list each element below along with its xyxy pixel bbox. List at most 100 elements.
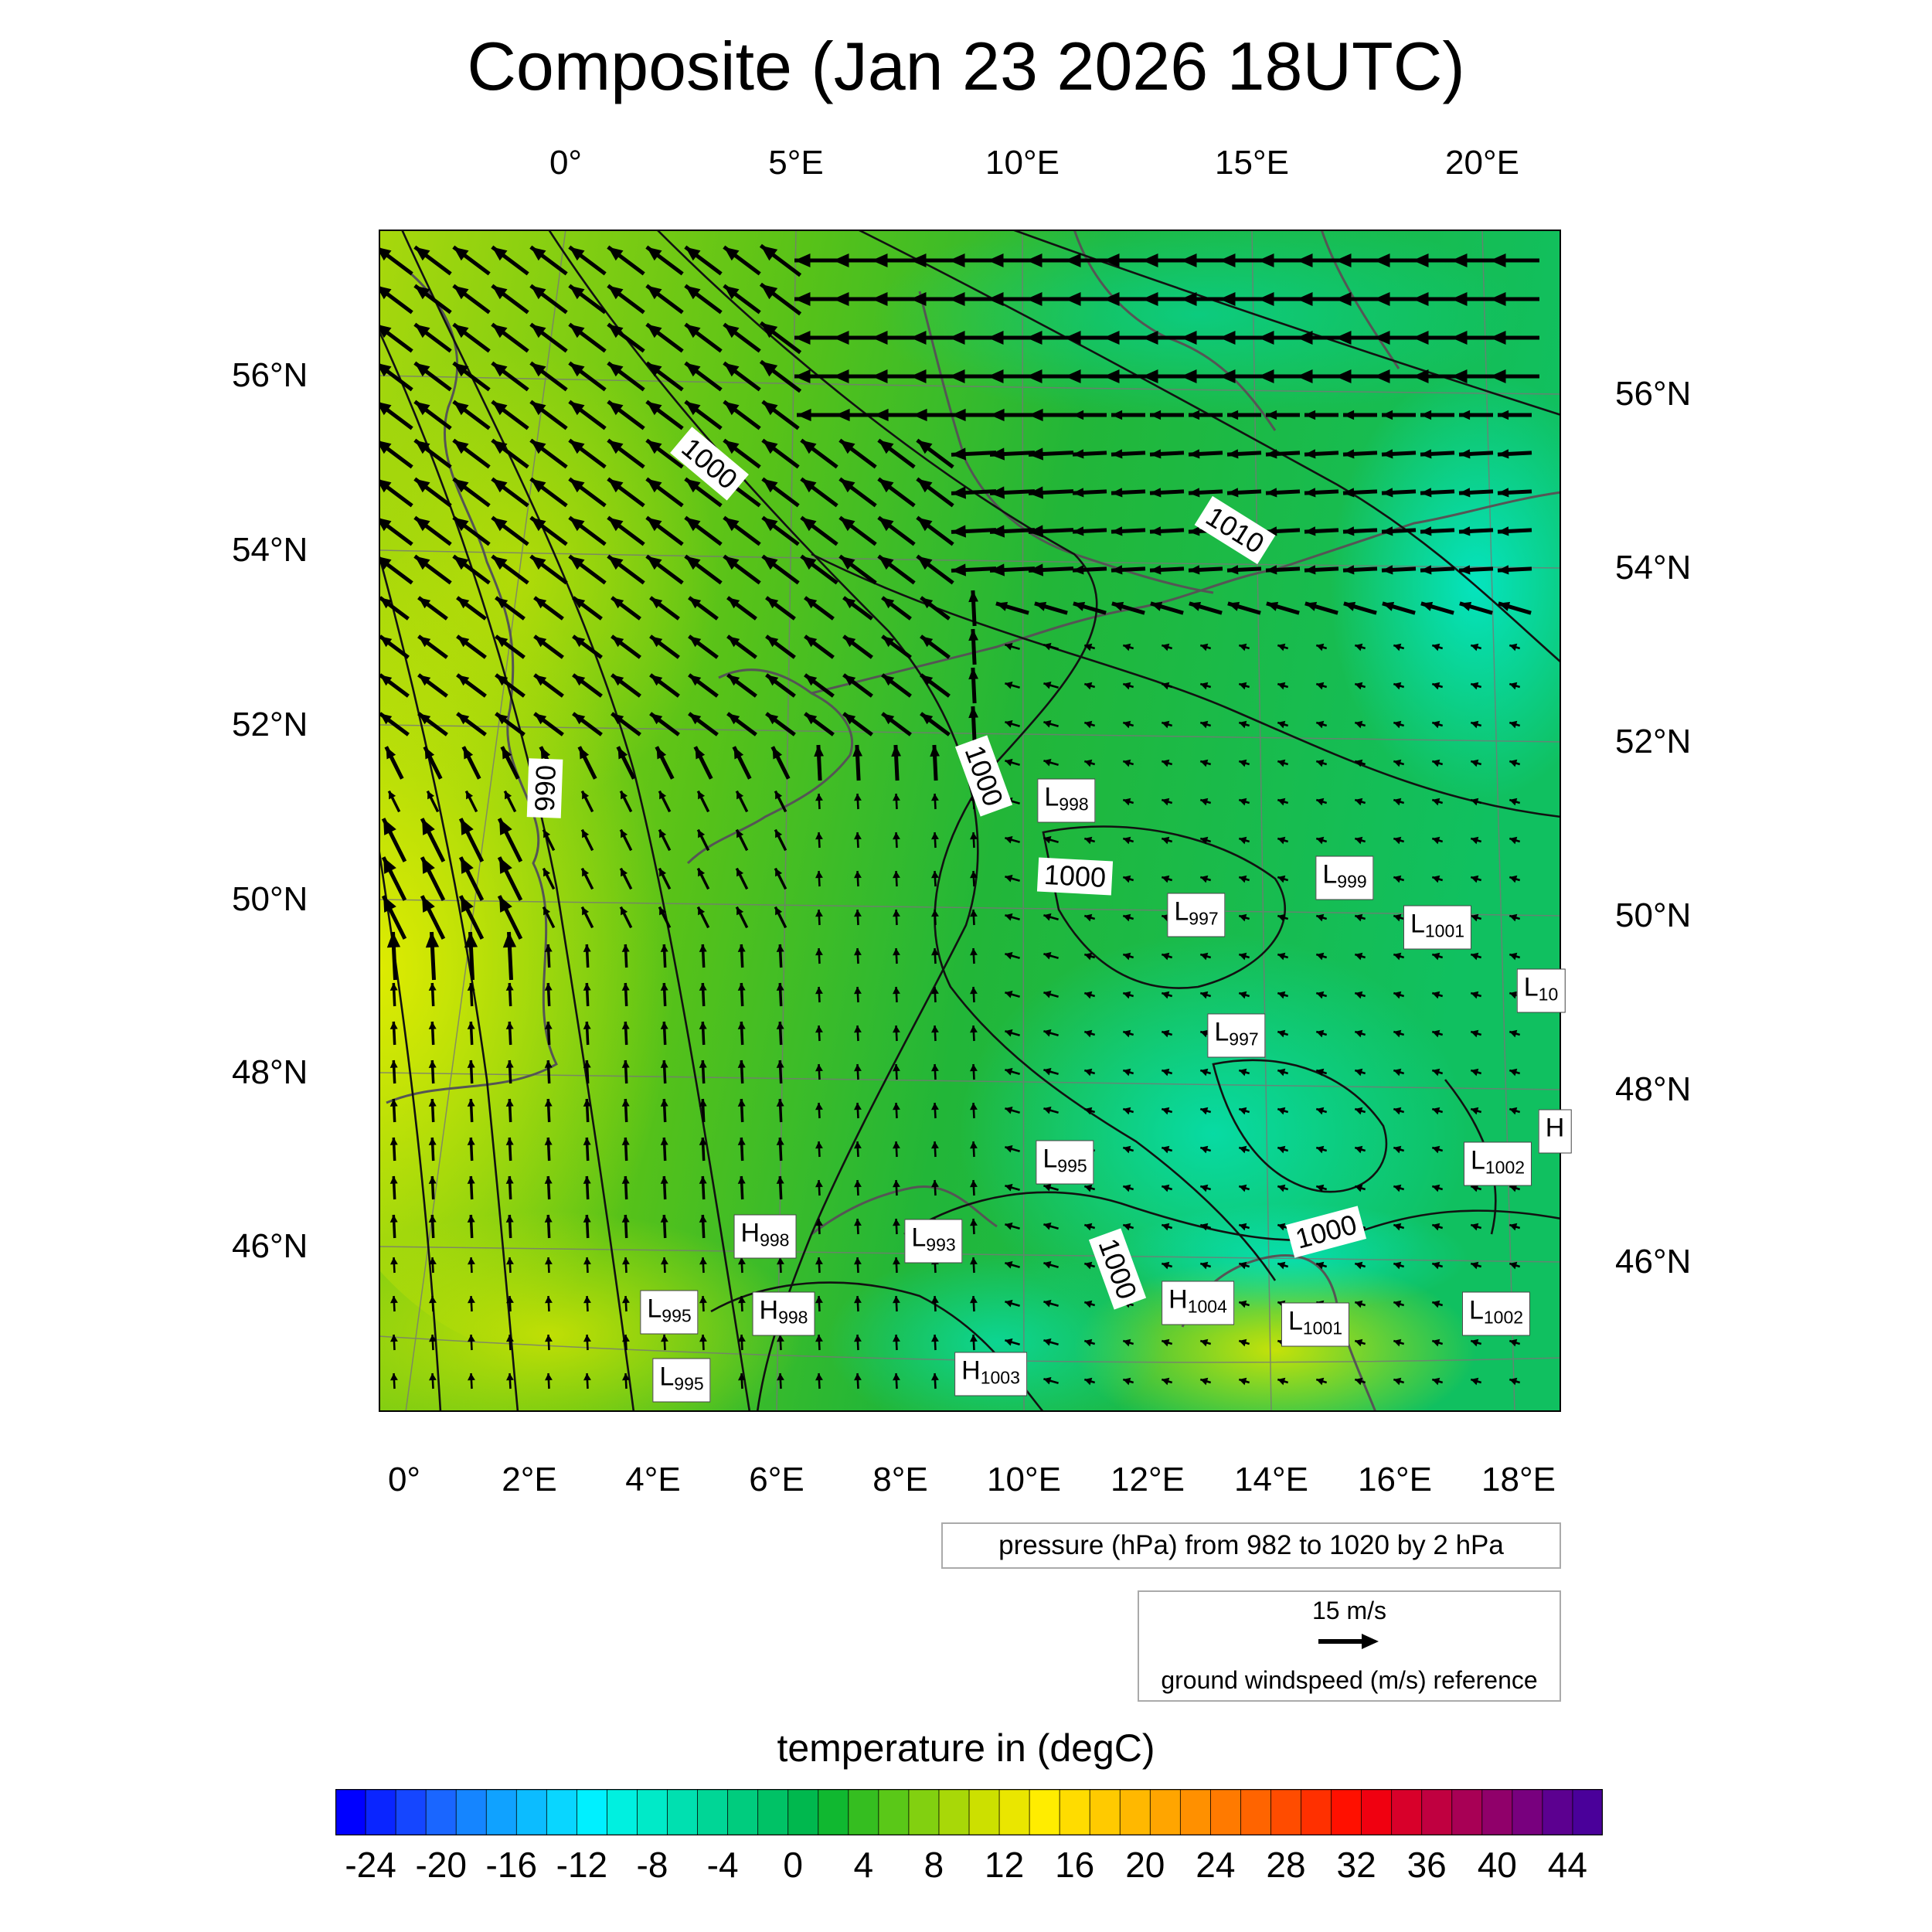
wind-arrow-head — [569, 401, 585, 416]
pressure-center-label: H998 — [752, 1291, 815, 1336]
wind-arrow-head — [1123, 1029, 1131, 1038]
wind-arrow-head — [968, 590, 978, 603]
wind-arrow-head — [1123, 720, 1131, 729]
wind-arrow-head — [379, 713, 393, 725]
wind-arrow-head — [1227, 488, 1239, 498]
wind-arrow-head — [611, 597, 624, 609]
wind-arrow-head — [582, 906, 590, 916]
wind-arrow-head — [1239, 682, 1247, 690]
pressure-center-label: L993 — [904, 1219, 963, 1264]
wind-arrow-head — [1343, 410, 1355, 420]
wind-arrow-head — [1277, 798, 1286, 806]
wind-arrow-head — [467, 1022, 475, 1029]
wind-arrow-head — [379, 325, 392, 338]
wind-arrow-head — [1104, 253, 1120, 267]
wind-arrow-head — [1266, 488, 1277, 498]
wind-arrow-head — [650, 675, 663, 686]
wind-arrow-head — [1200, 952, 1209, 961]
wind-arrow-head — [544, 1099, 553, 1107]
wind-arrow-head — [1181, 369, 1197, 383]
wind-arrow-head — [1005, 874, 1013, 883]
wind-arrow-head — [1239, 913, 1247, 922]
wind-arrow-head — [685, 247, 701, 261]
wind-arrow-head — [422, 896, 435, 913]
wind-arrow-head — [1162, 991, 1170, 999]
wind-arrow-head — [1355, 1184, 1363, 1192]
wind-arrow-head — [1200, 1184, 1209, 1192]
wind-arrow-head — [1239, 759, 1247, 767]
wind-arrow-head — [583, 1060, 591, 1068]
wind-arrow-head — [891, 745, 901, 757]
wind-arrow-head — [495, 713, 509, 725]
wind-arrow-head — [1005, 1299, 1013, 1308]
wind-arrow-head — [1073, 565, 1084, 575]
wind-arrow-head — [506, 1335, 514, 1342]
wind-arrow-head — [1343, 601, 1356, 611]
wind-arrow-head — [1432, 798, 1440, 806]
pressure-center-label: L995 — [640, 1290, 699, 1335]
wind-arrow-head — [1162, 759, 1170, 767]
wind-arrow-head — [583, 1335, 591, 1342]
colorbar-swatch — [1421, 1789, 1453, 1835]
wind-arrow-head — [931, 794, 939, 801]
wind-arrow-head — [1393, 1184, 1402, 1192]
wind-arrow-head — [723, 247, 740, 261]
wind-arrow-head — [582, 791, 590, 800]
wind-arrow-head — [1123, 836, 1131, 845]
wind-arrow-head — [804, 636, 818, 648]
wind-arrow-head — [659, 829, 667, 838]
left-lat-label: 52°N — [232, 706, 308, 743]
colorbar-swatch — [1240, 1789, 1272, 1835]
wind-arrow-head — [428, 1215, 437, 1223]
wind-arrow-head — [579, 747, 590, 760]
wind-arrow-head — [1382, 449, 1393, 459]
wind-arrow-head — [1005, 758, 1013, 767]
wind-arrow-head — [723, 324, 740, 338]
colorbar-swatch — [515, 1789, 548, 1835]
wind-arrow-head — [1355, 1068, 1363, 1077]
wind-arrow-head — [1459, 449, 1471, 459]
wind-arrow-head — [893, 910, 900, 917]
wind-arrow-head — [723, 517, 740, 532]
wind-arrow-head — [1343, 449, 1355, 459]
wind-arrow-head — [1005, 1183, 1013, 1192]
wind-arrow-head — [949, 292, 965, 306]
wind-arrow-head — [1297, 253, 1313, 267]
wind-arrow-head — [776, 1176, 784, 1184]
wind-arrow-head — [457, 636, 470, 648]
wind-arrow-head — [1471, 798, 1479, 806]
wind-arrow-head — [910, 331, 927, 345]
wind-arrow-head — [1239, 1377, 1247, 1386]
wind-arrow-head — [569, 478, 585, 493]
wind-arrow-head — [736, 791, 744, 800]
wind-arrow-head — [386, 932, 401, 948]
wind-arrow-head — [427, 791, 435, 800]
wind-arrow-head — [621, 983, 630, 991]
wind-arrow-head — [1162, 682, 1170, 690]
wind-arrow-head — [1471, 991, 1479, 999]
colorbar-swatch — [1149, 1789, 1182, 1835]
wind-arrow-head — [852, 745, 862, 757]
wind-arrow-head — [1005, 1260, 1013, 1269]
wind-arrow-head — [492, 362, 508, 377]
wind-arrow-head — [931, 832, 939, 840]
wind-arrow-head — [1335, 331, 1352, 345]
colorbar-tick-label: 20 — [1125, 1845, 1165, 1885]
wind-arrow-head — [1432, 1223, 1440, 1231]
wind-arrow-head — [698, 829, 706, 838]
wind-arrow-head — [893, 1103, 900, 1111]
wind-arrow-head — [872, 369, 888, 383]
wind-arrow-head — [389, 1022, 398, 1029]
wind-arrow-head — [1304, 488, 1316, 498]
colorbar-swatch — [697, 1789, 729, 1835]
wind-arrow-head — [1420, 449, 1432, 459]
wind-arrow-head — [495, 675, 509, 686]
wind-arrow-head — [1266, 410, 1277, 420]
wind-arrow-head — [1277, 759, 1286, 767]
wind-arrow-head — [1084, 1377, 1093, 1386]
wind-arrow-head — [917, 478, 933, 493]
colorbar-swatch — [1209, 1789, 1242, 1835]
wind-arrow-head — [646, 285, 662, 300]
figure-title: Composite (Jan 23 2026 18UTC) — [467, 28, 1465, 104]
wind-arrow-head — [1355, 836, 1363, 845]
